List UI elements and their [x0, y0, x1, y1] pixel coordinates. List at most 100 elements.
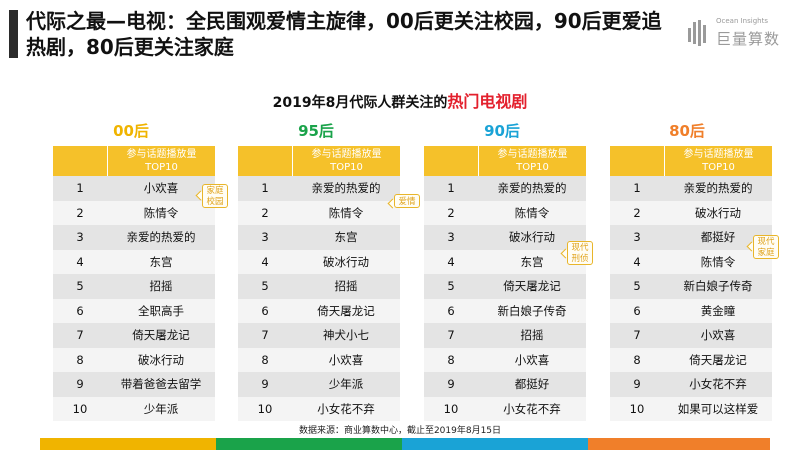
show-name-cell: 如果可以这样爱: [677, 401, 759, 416]
table-row: 2 陈情令: [424, 200, 586, 225]
rank-cell: 8: [76, 352, 84, 367]
show-name-cell: 招摇: [520, 328, 544, 343]
table-row: 1 亲爱的热爱的: [424, 176, 586, 201]
table-row: 8 小欢喜: [424, 347, 586, 372]
table-row: 3 都挺好: [610, 225, 772, 250]
rank-cell: 9: [76, 377, 84, 392]
header-line-2: TOP10: [330, 162, 363, 173]
show-name-cell: 小欢喜: [328, 352, 364, 367]
rank-cell: 6: [447, 303, 455, 318]
rank-cell: 3: [447, 230, 455, 245]
table-row: 6 黄金瞳: [610, 298, 772, 323]
show-name-cell: 亲爱的热爱的: [126, 230, 196, 245]
show-name-cell: 小女花不弃: [689, 377, 747, 392]
table-row: 1 小欢喜: [53, 176, 215, 201]
table-row: 6 倚天屠龙记: [238, 298, 400, 323]
ranking-table: 参与话题播放量 TOP10 1 亲爱的热爱的 2 陈情令 3 破冰行动 4 东宫 5 倚天屠龙记 6 新白…: [424, 146, 586, 421]
show-name-cell: 亲爱的热爱的: [497, 181, 567, 196]
rank-cell: 7: [261, 328, 269, 343]
show-name-cell: 招摇: [149, 279, 173, 294]
show-name-cell: 亲爱的热爱的: [311, 181, 381, 196]
show-column-header: 参与话题播放量 TOP10: [107, 146, 215, 176]
table-row: 2 陈情令: [238, 200, 400, 225]
table-row: 10 少年派: [53, 396, 215, 421]
table-row: 5 新白娘子传奇: [610, 274, 772, 299]
show-name-cell: 全职高手: [138, 303, 184, 318]
show-name-cell: 新白娘子传奇: [497, 303, 567, 318]
table-header: 参与话题播放量 TOP10: [238, 146, 400, 176]
generation-label: 90后: [484, 122, 520, 140]
rank-cell: 1: [633, 181, 641, 196]
rank-cell: 9: [261, 377, 269, 392]
show-name-cell: 破冰行动: [138, 352, 184, 367]
rank-cell: 7: [447, 328, 455, 343]
show-name-cell: 小女花不弃: [503, 401, 561, 416]
header-line-1: 参与话题播放量: [683, 149, 754, 160]
show-name-cell: 神犬小七: [323, 328, 369, 343]
table-row: 4 陈情令: [610, 249, 772, 274]
title-accent-bar: [9, 10, 18, 58]
show-name-cell: 陈情令: [700, 254, 736, 269]
section-subtitle: 2019年8月代际人群关注的热门电视剧: [0, 88, 800, 112]
show-name-cell: 小欢喜: [700, 328, 736, 343]
show-name-cell: 少年派: [328, 377, 364, 392]
table-row: 2 陈情令: [53, 200, 215, 225]
show-name-cell: 小女花不弃: [317, 401, 375, 416]
rank-column-header: [424, 146, 478, 176]
rank-cell: 3: [261, 230, 269, 245]
rank-cell: 9: [633, 377, 641, 392]
rank-cell: 5: [447, 279, 455, 294]
table-row: 3 破冰行动: [424, 225, 586, 250]
rank-cell: 5: [76, 279, 84, 294]
show-name-cell: 小欢喜: [514, 352, 550, 367]
genre-callout-tag: 现代 家庭: [753, 235, 779, 259]
table-row: 10 小女花不弃: [238, 396, 400, 421]
ranking-table: 参与话题播放量 TOP10 1 亲爱的热爱的 2 陈情令 3 东宫 4 破冰行动 5 招摇 6 倚天屠龙记…: [238, 146, 400, 421]
rank-cell: 4: [261, 254, 269, 269]
rank-cell: 10: [257, 401, 273, 416]
table-header: 参与话题播放量 TOP10: [53, 146, 215, 176]
rank-cell: 10: [443, 401, 459, 416]
rank-cell: 10: [629, 401, 645, 416]
table-row: 5 招摇: [53, 274, 215, 299]
header-line-2: TOP10: [516, 162, 549, 173]
table-row: 5 倚天屠龙记: [424, 274, 586, 299]
rank-cell: 8: [261, 352, 269, 367]
footer-color-segment: [402, 438, 588, 450]
page-title: 代际之最—电视：全民围观爱情主旋律，00后更关注校园，90后更爱追热剧，80后更…: [26, 9, 662, 59]
rank-cell: 6: [633, 303, 641, 318]
subtitle-highlight: 热门电视剧: [447, 92, 528, 111]
rank-cell: 1: [261, 181, 269, 196]
rank-cell: 5: [633, 279, 641, 294]
header-line-1: 参与话题播放量: [497, 149, 568, 160]
rank-cell: 8: [447, 352, 455, 367]
show-name-cell: 倚天屠龙记: [689, 352, 747, 367]
generation-label: 00后: [113, 122, 149, 140]
show-name-cell: 破冰行动: [695, 205, 741, 220]
table-header: 参与话题播放量 TOP10: [610, 146, 772, 176]
show-name-cell: 倚天屠龙记: [317, 303, 375, 318]
genre-callout-tag: 家庭 校园: [202, 184, 228, 208]
table-row: 6 新白娘子传奇: [424, 298, 586, 323]
show-name-cell: 黄金瞳: [700, 303, 736, 318]
rank-cell: 4: [447, 254, 455, 269]
table-row: 9 都挺好: [424, 372, 586, 397]
show-name-cell: 带着爸爸去留学: [120, 377, 202, 392]
rank-cell: 8: [633, 352, 641, 367]
rank-cell: 7: [76, 328, 84, 343]
show-name-cell: 东宫: [149, 254, 173, 269]
rank-cell: 3: [76, 230, 84, 245]
table-row: 7 神犬小七: [238, 323, 400, 348]
logo-chinese-text: 巨量算数: [716, 30, 781, 48]
rank-cell: 10: [72, 401, 88, 416]
table-row: 9 小女花不弃: [610, 372, 772, 397]
rank-cell: 2: [447, 205, 455, 220]
generation-label: 80后: [669, 122, 705, 140]
show-name-cell: 陈情令: [328, 205, 364, 220]
rank-cell: 1: [447, 181, 455, 196]
rank-cell: 6: [261, 303, 269, 318]
table-row: 7 倚天屠龙记: [53, 323, 215, 348]
ranking-table: 参与话题播放量 TOP10 1 小欢喜 2 陈情令 3 亲爱的热爱的 4 东宫 5 招摇 6 全职高手 7 倚…: [53, 146, 215, 421]
header-line-2: TOP10: [702, 162, 735, 173]
show-name-cell: 亲爱的热爱的: [683, 181, 753, 196]
